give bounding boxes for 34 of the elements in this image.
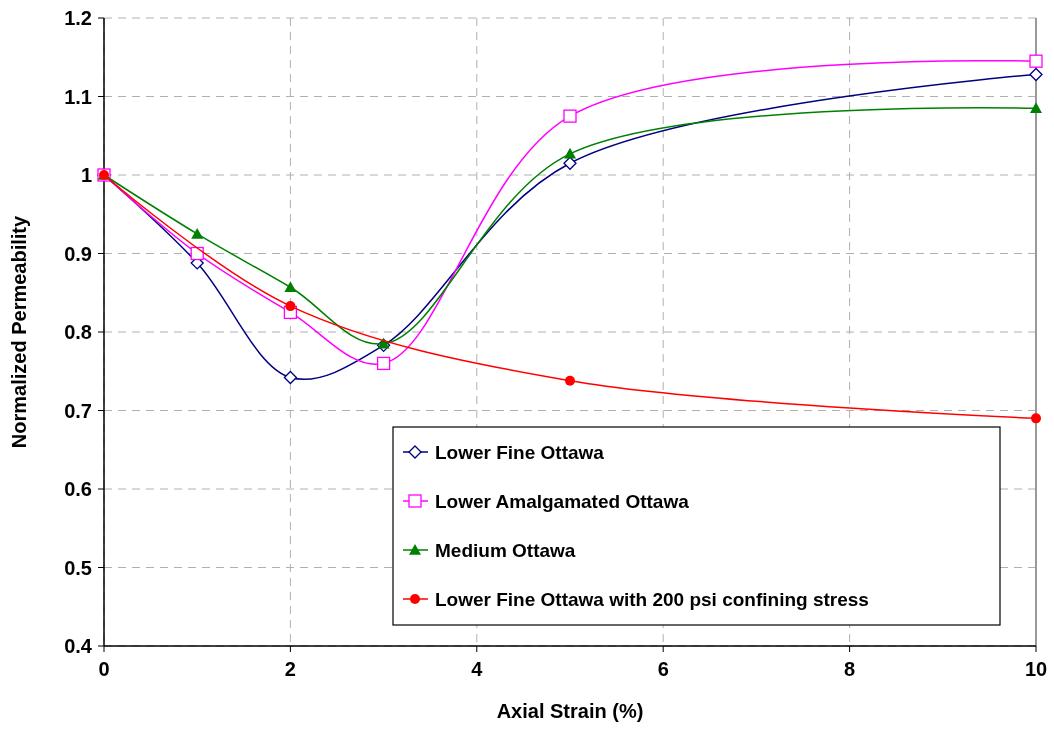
x-tick-label: 2 [284,658,296,680]
point [1029,67,1043,82]
point [283,370,298,385]
point [285,301,296,312]
y-tick-label: 0.8 [64,321,92,343]
x-tick-label: 6 [657,658,669,680]
y-tick-label: 0.5 [64,556,92,579]
y-tick-label: 0.9 [64,242,92,265]
legend-label: Lower Amalgamated Ottawa [435,490,690,512]
x-axis-title: Axial Strain (%) [496,700,644,722]
y-tick-label: 1.2 [64,7,92,29]
point [284,281,297,293]
point [376,356,391,371]
point [1030,102,1042,114]
point [1029,54,1043,68]
point [565,375,575,386]
legend-label: Medium Ottawa [435,539,576,561]
legend-label: Lower Fine Ottawa with 200 psi confining stress [435,588,869,610]
y-tick-label: 0.6 [64,478,92,500]
point [564,147,576,159]
y-tick-label: 0.7 [64,399,92,422]
point [563,109,577,123]
y-tick-label: 1.1 [64,85,92,108]
y-axis-title: Normalized Permeability [8,214,30,449]
x-tick-label: 8 [844,658,856,680]
y-tick-label: 0.4 [64,635,93,657]
x-tick-label: 10 [1024,658,1048,680]
x-tick-label: 0 [98,658,110,680]
y-tick-label: 1 [80,164,92,186]
point [563,156,577,170]
x-tick-label: 4 [471,658,484,680]
point [1031,413,1041,424]
point [191,227,204,239]
legend-label: Lower Fine Ottawa [435,441,605,463]
